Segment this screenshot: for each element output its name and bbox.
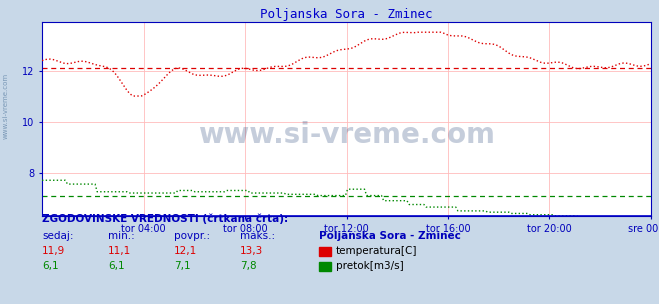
Text: maks.:: maks.:	[240, 231, 275, 241]
Text: 13,3: 13,3	[240, 246, 263, 256]
Text: 7,8: 7,8	[240, 261, 256, 271]
Text: sedaj:: sedaj:	[42, 231, 74, 241]
Text: povpr.:: povpr.:	[174, 231, 210, 241]
Text: ZGODOVINSKE VREDNOSTI (črtkana črta):: ZGODOVINSKE VREDNOSTI (črtkana črta):	[42, 213, 288, 224]
Text: 11,9: 11,9	[42, 246, 65, 256]
Text: www.si-vreme.com: www.si-vreme.com	[198, 120, 495, 149]
Text: 6,1: 6,1	[108, 261, 125, 271]
Text: 11,1: 11,1	[108, 246, 131, 256]
Text: temperatura[C]: temperatura[C]	[336, 246, 417, 256]
Text: min.:: min.:	[108, 231, 134, 241]
Text: pretok[m3/s]: pretok[m3/s]	[336, 261, 404, 271]
Title: Poljanska Sora - Zminec: Poljanska Sora - Zminec	[260, 8, 433, 21]
Text: 7,1: 7,1	[174, 261, 190, 271]
Text: Poljanska Sora - Zminec: Poljanska Sora - Zminec	[319, 231, 461, 241]
Text: 12,1: 12,1	[174, 246, 197, 256]
Text: 6,1: 6,1	[42, 261, 59, 271]
Text: www.si-vreme.com: www.si-vreme.com	[2, 73, 9, 140]
